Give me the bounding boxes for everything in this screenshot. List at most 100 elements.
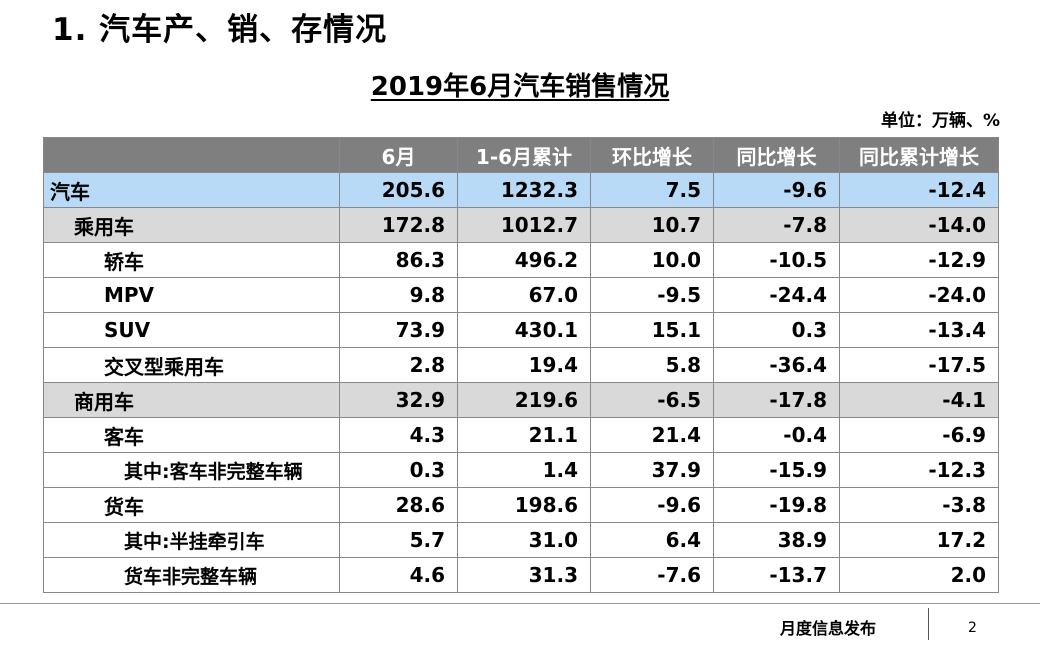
header-yoy: 同比增长 [713, 137, 840, 173]
header-mom: 环比增长 [590, 137, 714, 173]
row-value: -12.3 [839, 452, 999, 488]
table-row: 其中:客车非完整车辆 0.3 1.4 37.9 -15.9 -12.3 [43, 452, 999, 488]
row-value: 172.8 [339, 207, 458, 243]
row-label: 商用车 [43, 382, 340, 418]
row-value: 17.2 [839, 522, 999, 558]
row-label: 其中:半挂牵引车 [43, 522, 340, 558]
table-row: 轿车 86.3 496.2 10.0 -10.5 -12.9 [43, 242, 999, 278]
row-value: -9.6 [713, 172, 840, 208]
footer-label: 月度信息发布 [780, 619, 877, 638]
header-category [43, 137, 340, 173]
row-label: 汽车 [43, 172, 340, 208]
table-row: 其中:半挂牵引车 5.7 31.0 6.4 38.9 17.2 [43, 522, 999, 558]
row-label: 交叉型乘用车 [43, 347, 340, 383]
row-value: -19.8 [713, 487, 840, 523]
row-value: 1.4 [457, 452, 591, 488]
row-value: 31.0 [457, 522, 591, 558]
footer-separator [928, 608, 929, 640]
row-value: 38.9 [713, 522, 840, 558]
row-value: -36.4 [713, 347, 840, 383]
row-value: 219.6 [457, 382, 591, 418]
row-value: -14.0 [839, 207, 999, 243]
unit-label: 单位：万辆、% [880, 111, 1000, 131]
row-value: 5.8 [590, 347, 714, 383]
footer-divider [0, 603, 1040, 604]
row-value: -12.4 [839, 172, 999, 208]
page-number: 2 [968, 620, 977, 636]
row-value: 1012.7 [457, 207, 591, 243]
row-value: 7.5 [590, 172, 714, 208]
row-value: 10.7 [590, 207, 714, 243]
row-value: 6.4 [590, 522, 714, 558]
sales-table: 6月 1-6月累计 环比增长 同比增长 同比累计增长 汽车 205.6 1232.3… [43, 137, 999, 593]
header-yoy-ytd: 同比累计增长 [839, 137, 999, 173]
header-june: 6月 [339, 137, 458, 173]
row-value: -6.9 [839, 417, 999, 453]
row-value: 4.6 [339, 557, 458, 593]
row-value: 2.0 [839, 557, 999, 593]
row-value: 9.8 [339, 277, 458, 313]
table-row: 商用车 32.9 219.6 -6.5 -17.8 -4.1 [43, 382, 999, 418]
slide-title: 1. 汽车产、销、存情况 [52, 12, 388, 48]
row-value: -7.8 [713, 207, 840, 243]
row-value: -15.9 [713, 452, 840, 488]
row-value: 21.1 [457, 417, 591, 453]
row-value: 10.0 [590, 242, 714, 278]
row-value: 1232.3 [457, 172, 591, 208]
table-row: 交叉型乘用车 2.8 19.4 5.8 -36.4 -17.5 [43, 347, 999, 383]
row-label: MPV [43, 277, 340, 313]
row-value: -17.5 [839, 347, 999, 383]
table-row: 汽车 205.6 1232.3 7.5 -9.6 -12.4 [43, 172, 999, 208]
row-value: -9.5 [590, 277, 714, 313]
row-value: -13.4 [839, 312, 999, 348]
row-value: -3.8 [839, 487, 999, 523]
row-value: -17.8 [713, 382, 840, 418]
row-value: -24.4 [713, 277, 840, 313]
row-value: 205.6 [339, 172, 458, 208]
table-row: 货车 28.6 198.6 -9.6 -19.8 -3.8 [43, 487, 999, 523]
row-value: 496.2 [457, 242, 591, 278]
row-value: -12.9 [839, 242, 999, 278]
row-value: -0.4 [713, 417, 840, 453]
table-row: SUV 73.9 430.1 15.1 0.3 -13.4 [43, 312, 999, 348]
row-label: 乘用车 [43, 207, 340, 243]
row-label: 客车 [43, 417, 340, 453]
row-label: 货车 [43, 487, 340, 523]
row-label: SUV [43, 312, 340, 348]
table-header-row: 6月 1-6月累计 环比增长 同比增长 同比累计增长 [43, 137, 999, 173]
row-value: 430.1 [457, 312, 591, 348]
row-value: -24.0 [839, 277, 999, 313]
row-value: 67.0 [457, 277, 591, 313]
row-value: 0.3 [713, 312, 840, 348]
row-value: 31.3 [457, 557, 591, 593]
table-row: 客车 4.3 21.1 21.4 -0.4 -6.9 [43, 417, 999, 453]
table-title: 2019年6月汽车销售情况 [0, 66, 1040, 103]
row-value: 19.4 [457, 347, 591, 383]
row-value: 2.8 [339, 347, 458, 383]
header-ytd: 1-6月累计 [457, 137, 591, 173]
row-value: 32.9 [339, 382, 458, 418]
table-title-text: 2019年6月汽车销售情况 [370, 72, 670, 102]
row-value: -9.6 [590, 487, 714, 523]
row-value: 4.3 [339, 417, 458, 453]
row-value: -4.1 [839, 382, 999, 418]
row-value: 21.4 [590, 417, 714, 453]
row-label: 其中:客车非完整车辆 [43, 452, 340, 488]
row-value: -10.5 [713, 242, 840, 278]
row-value: 15.1 [590, 312, 714, 348]
table-row: 货车非完整车辆 4.6 31.3 -7.6 -13.7 2.0 [43, 557, 999, 593]
row-value: 73.9 [339, 312, 458, 348]
row-value: -6.5 [590, 382, 714, 418]
table-row: MPV 9.8 67.0 -9.5 -24.4 -24.0 [43, 277, 999, 313]
row-label: 轿车 [43, 242, 340, 278]
row-value: -7.6 [590, 557, 714, 593]
row-value: 198.6 [457, 487, 591, 523]
row-value: 86.3 [339, 242, 458, 278]
row-value: 5.7 [339, 522, 458, 558]
row-value: 28.6 [339, 487, 458, 523]
row-value: 0.3 [339, 452, 458, 488]
row-value: -13.7 [713, 557, 840, 593]
row-value: 37.9 [590, 452, 714, 488]
table-row: 乘用车 172.8 1012.7 10.7 -7.8 -14.0 [43, 207, 999, 243]
row-label: 货车非完整车辆 [43, 557, 340, 593]
